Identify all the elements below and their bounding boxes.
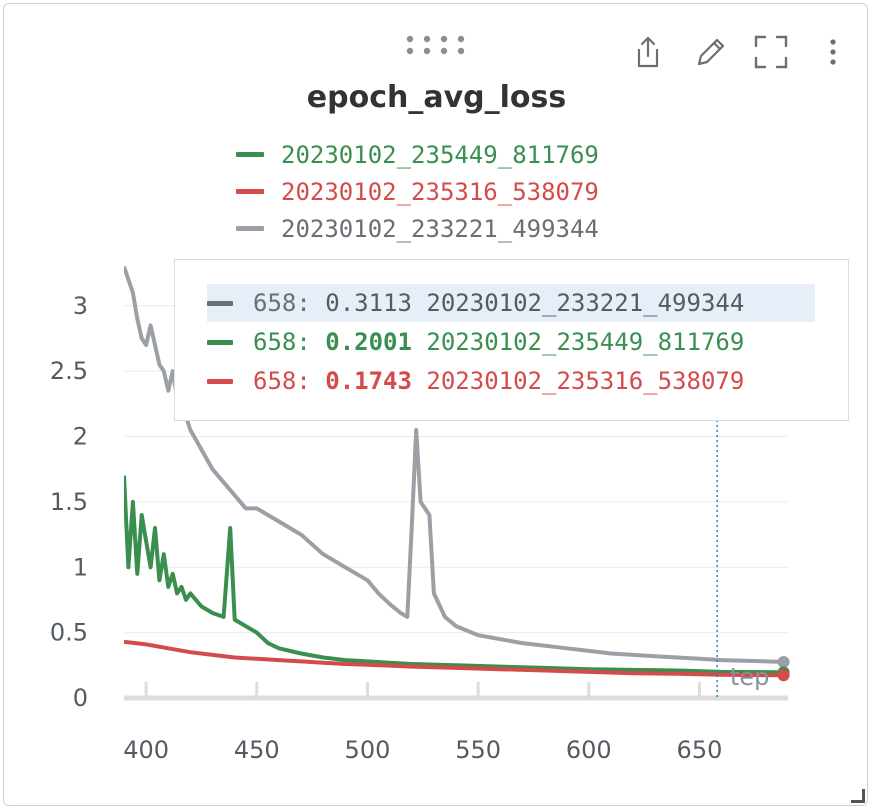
y-tick-label: 3 [73, 292, 88, 320]
x-tick-label: 500 [345, 736, 391, 764]
legend-item[interactable]: 20230102_235449_811769 [236, 136, 599, 173]
y-tick-label: 2 [73, 423, 88, 451]
tooltip-row: 658: 0.1743 20230102_235316_538079 [207, 362, 744, 400]
tooltip-row: 658: 0.3113 20230102_233221_499344 [207, 284, 815, 322]
drag-dots-icon[interactable] [405, 34, 467, 56]
pencil-icon[interactable] [692, 34, 728, 70]
legend-label: 20230102_235316_538079 [281, 177, 599, 206]
tooltip-value: 0.2001 [325, 328, 412, 356]
share-icon[interactable] [630, 34, 666, 70]
tooltip-swatch [207, 378, 233, 384]
y-tick-label: 1.5 [50, 488, 88, 516]
legend-swatch [236, 152, 264, 157]
legend-item[interactable]: 20230102_235316_538079 [236, 173, 599, 210]
tooltip-step: 658: [253, 367, 311, 395]
tooltip-swatch [207, 339, 233, 345]
x-tick-label: 400 [123, 736, 169, 764]
series-line [124, 475, 784, 675]
tooltip-swatch [207, 300, 233, 306]
resize-handle[interactable] [851, 789, 865, 803]
tooltip-run: 20230102_235316_538079 [426, 367, 745, 395]
x-tick-label: 550 [455, 736, 501, 764]
tooltip-run: 20230102_233221_499344 [426, 289, 745, 317]
y-tick-label: 1 [73, 553, 88, 581]
series-end-point [777, 656, 790, 669]
series-line [124, 639, 784, 678]
chart-title: epoch_avg_loss [306, 80, 567, 115]
legend-label: 20230102_235449_811769 [281, 140, 599, 169]
more-vertical-icon[interactable] [815, 34, 851, 70]
legend: 20230102_235449_811769 20230102_235316_5… [236, 136, 599, 247]
series-line [124, 265, 784, 664]
hover-tooltip: 658: 0.3113 20230102_233221_499344 658: … [174, 259, 849, 421]
y-tick-label: 0 [73, 684, 88, 712]
x-tick-label: 450 [234, 736, 280, 764]
legend-label: 20230102_233221_499344 [281, 214, 599, 243]
x-tick-label: 650 [677, 736, 723, 764]
tooltip-step: 658: [253, 289, 311, 317]
y-tick-label: 0.5 [50, 619, 88, 647]
legend-swatch [236, 226, 264, 231]
tooltip-value: 0.1743 [325, 367, 412, 395]
legend-item[interactable]: 20230102_233221_499344 [236, 210, 599, 247]
tooltip-value: 0.3113 [325, 289, 412, 317]
tooltip-row: 658: 0.2001 20230102_235449_811769 [207, 323, 744, 361]
y-tick-label: 2.5 [50, 357, 88, 385]
tooltip-step: 658: [253, 328, 311, 356]
tooltip-run: 20230102_235449_811769 [426, 328, 745, 356]
x-tick-label: 600 [566, 736, 612, 764]
legend-swatch [236, 189, 264, 194]
series-end-point [777, 669, 790, 682]
fullscreen-icon[interactable] [753, 34, 789, 70]
x-axis-label: tep [730, 663, 769, 691]
